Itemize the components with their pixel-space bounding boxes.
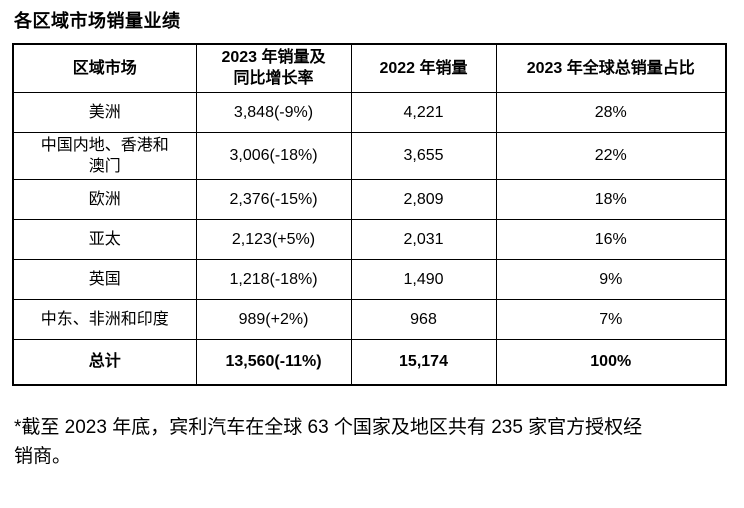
- region-cell: 中国内地、香港和 澳门: [12, 131, 197, 180]
- sales-2023-cell: 3,006(-18%): [195, 131, 352, 180]
- share-2023-cell: 100%: [495, 338, 727, 386]
- sales-2023-cell: 3,848(-9%): [195, 91, 352, 133]
- column-header-region: 区域市场: [12, 43, 197, 93]
- share-2023-cell: 16%: [495, 218, 727, 260]
- sales-2023-cell: 1,218(-18%): [195, 258, 352, 300]
- sales-2023-cell: 989(+2%): [195, 298, 352, 340]
- footnote: *截至 2023 年底，宾利汽车在全球 63 个国家及地区共有 235 家官方授…: [14, 417, 643, 467]
- sales-2022-cell: 4,221: [350, 91, 497, 133]
- sales-2023-cell: 2,123(+5%): [195, 218, 352, 260]
- table-row: 美洲 3,848(-9%) 4,221 28%: [12, 91, 727, 133]
- region-cell: 总计: [12, 338, 197, 386]
- region-cell: 中东、非洲和印度: [12, 298, 197, 340]
- share-2023-cell: 7%: [495, 298, 727, 340]
- sales-2022-cell: 2,031: [350, 218, 497, 260]
- sales-2022-cell: 968: [350, 298, 497, 340]
- column-header-share-2023: 2023 年全球总销量占比: [495, 43, 727, 93]
- table-row: 英国 1,218(-18%) 1,490 9%: [12, 258, 727, 300]
- table-row: 欧洲 2,376(-15%) 2,809 18%: [12, 178, 727, 220]
- share-2023-cell: 18%: [495, 178, 727, 220]
- region-cell: 欧洲: [12, 178, 197, 220]
- column-header-sales-2023: 2023 年销量及 同比增长率: [195, 43, 352, 93]
- table-row: 中国内地、香港和 澳门 3,006(-18%) 3,655 22%: [12, 131, 727, 180]
- sales-2023-cell: 13,560(-11%): [195, 338, 352, 386]
- table-total-row: 总计 13,560(-11%) 15,174 100%: [12, 338, 727, 386]
- sales-2022-cell: 1,490: [350, 258, 497, 300]
- share-2023-cell: 22%: [495, 131, 727, 180]
- sales-2023-cell: 2,376(-15%): [195, 178, 352, 220]
- table-row: 中东、非洲和印度 989(+2%) 968 7%: [12, 298, 727, 340]
- share-2023-cell: 28%: [495, 91, 727, 133]
- table-row: 亚太 2,123(+5%) 2,031 16%: [12, 218, 727, 260]
- sales-2022-cell: 15,174: [350, 338, 497, 386]
- column-header-sales-2022: 2022 年销量: [350, 43, 497, 93]
- region-cell: 美洲: [12, 91, 197, 133]
- region-cell: 英国: [12, 258, 197, 300]
- table-body: 美洲 3,848(-9%) 4,221 28% 中国内地、香港和 澳门 3,006(-18…: [12, 91, 727, 386]
- region-cell: 亚太: [12, 218, 197, 260]
- sales-2022-cell: 2,809: [350, 178, 497, 220]
- table-header-row: 区域市场 2023 年销量及 同比增长率 2022 年销量 2023 年全球总销…: [12, 43, 727, 93]
- regional-sales-table: 区域市场 2023 年销量及 同比增长率 2022 年销量 2023 年全球总销…: [12, 43, 727, 386]
- sales-2022-cell: 3,655: [350, 131, 497, 180]
- share-2023-cell: 9%: [495, 258, 727, 300]
- page-title: 各区域市场销量业绩: [14, 11, 181, 31]
